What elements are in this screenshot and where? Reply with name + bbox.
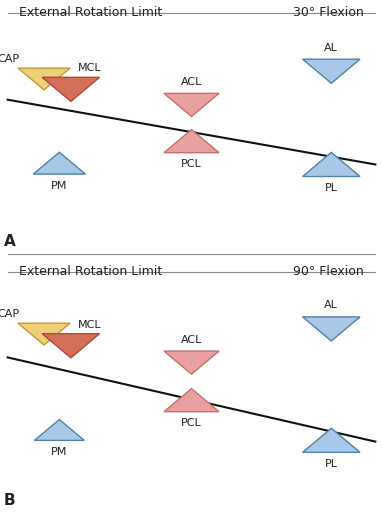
Polygon shape <box>33 152 85 174</box>
Text: PM: PM <box>51 181 67 191</box>
Polygon shape <box>18 323 70 345</box>
Polygon shape <box>34 420 84 440</box>
Polygon shape <box>18 68 70 90</box>
Text: PCL: PCL <box>181 418 202 428</box>
Polygon shape <box>303 152 360 177</box>
Text: CAP: CAP <box>0 54 20 64</box>
Text: PCL: PCL <box>181 159 202 169</box>
Text: PL: PL <box>325 459 338 469</box>
Polygon shape <box>164 93 219 117</box>
Polygon shape <box>164 351 219 374</box>
Text: 30° Flexion: 30° Flexion <box>293 7 364 20</box>
Text: External Rotation Limit: External Rotation Limit <box>19 7 162 20</box>
Text: External Rotation Limit: External Rotation Limit <box>19 265 162 279</box>
Polygon shape <box>303 59 360 83</box>
Polygon shape <box>42 77 100 102</box>
Text: A: A <box>4 234 16 249</box>
Polygon shape <box>164 388 219 412</box>
Text: 90° Flexion: 90° Flexion <box>293 265 364 279</box>
Polygon shape <box>164 130 219 153</box>
Text: PM: PM <box>51 447 67 457</box>
Text: AL: AL <box>324 42 338 53</box>
Text: MCL: MCL <box>78 63 101 74</box>
Polygon shape <box>42 334 100 358</box>
Polygon shape <box>303 317 360 341</box>
Polygon shape <box>303 428 360 452</box>
Text: CAP: CAP <box>0 309 20 319</box>
Text: ACL: ACL <box>181 335 202 344</box>
Text: ACL: ACL <box>181 77 202 87</box>
Text: PL: PL <box>325 183 338 193</box>
Text: B: B <box>4 493 15 508</box>
Text: AL: AL <box>324 300 338 310</box>
Text: MCL: MCL <box>78 320 101 330</box>
